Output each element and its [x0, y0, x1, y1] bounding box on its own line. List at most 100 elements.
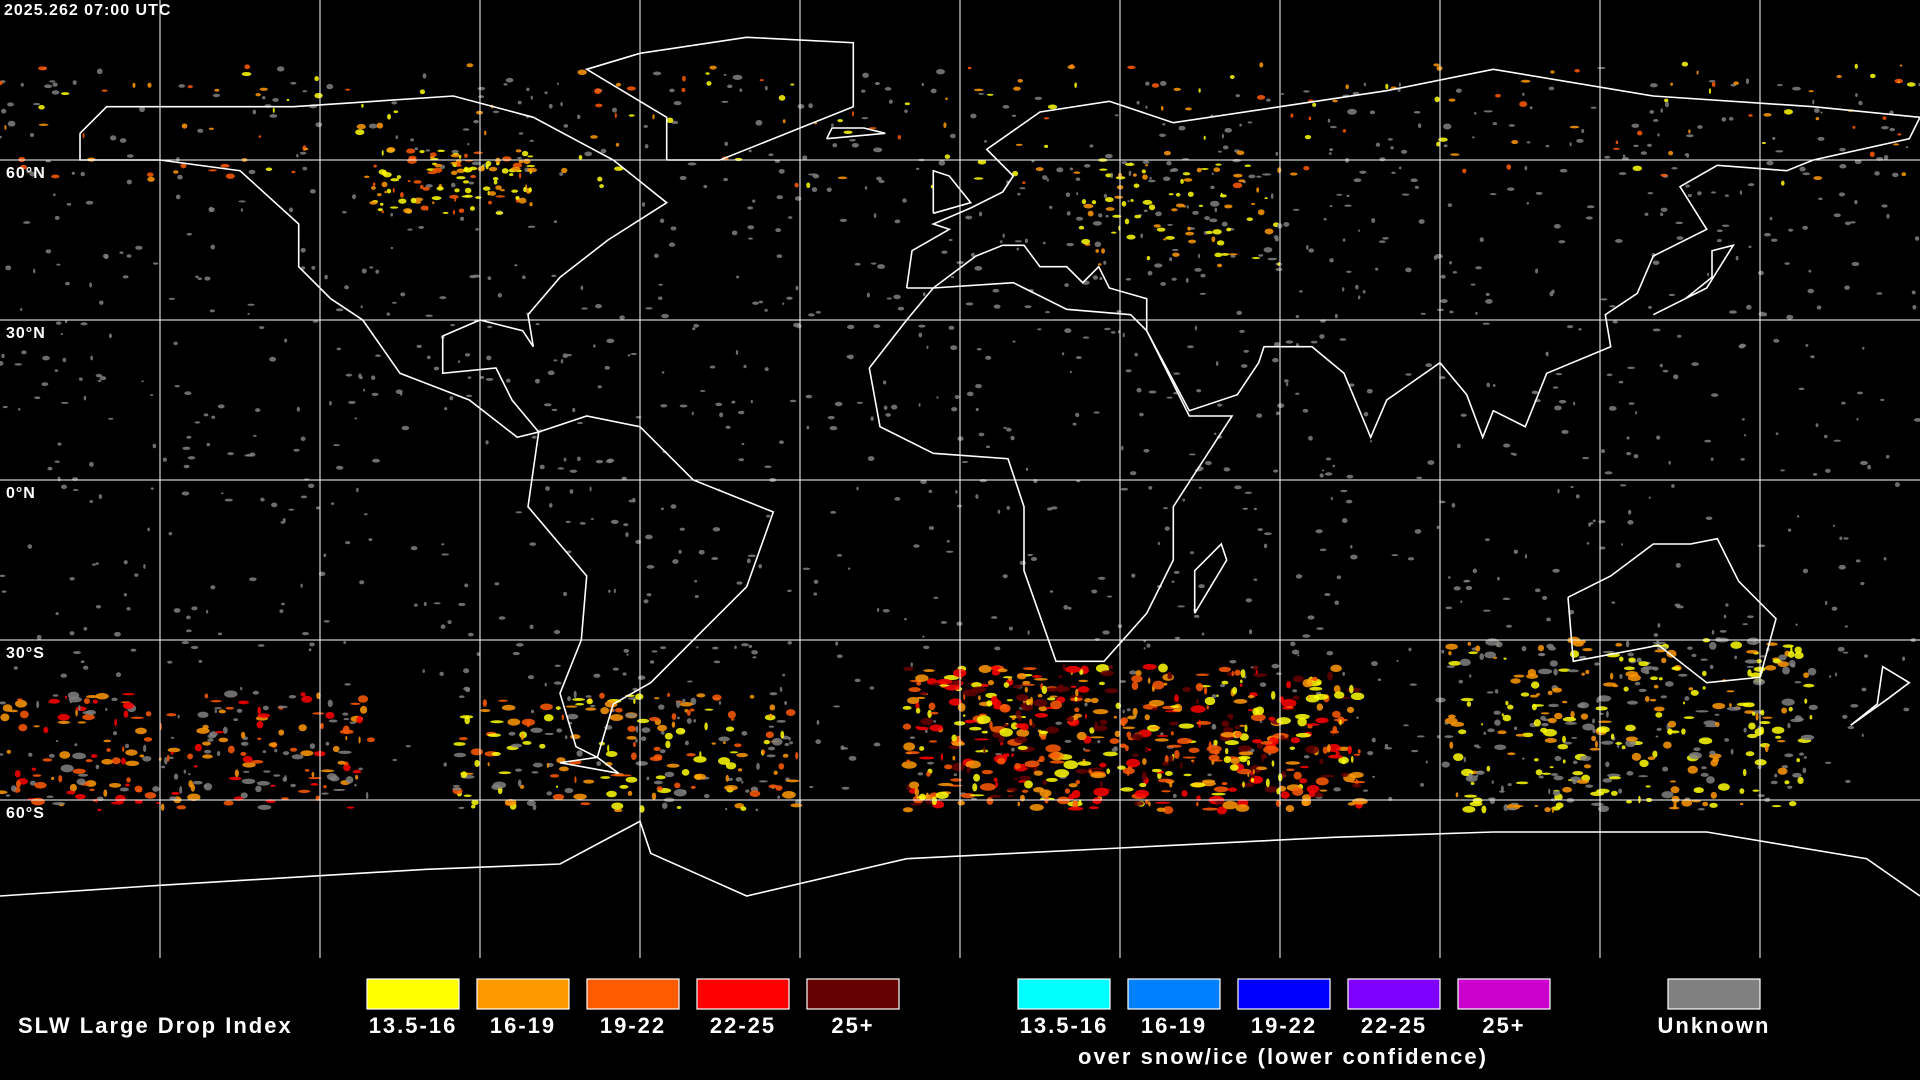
cloud-pixel	[1438, 137, 1448, 142]
cloud-pixel	[1701, 766, 1707, 770]
cloud-pixel	[1054, 769, 1070, 778]
cloud-pixel	[320, 722, 324, 730]
cloud-pixel	[311, 771, 315, 778]
cloud-pixel	[962, 714, 966, 717]
cloud-pixel	[615, 142, 620, 147]
cloud-pixel	[941, 250, 948, 254]
cloud-pixel	[1676, 605, 1684, 609]
cloud-pixel	[330, 502, 335, 505]
cloud-pixel	[861, 89, 866, 93]
cloud-pixel	[218, 709, 226, 714]
cloud-pixel	[1276, 717, 1291, 725]
cloud-pixel	[1127, 65, 1136, 70]
cloud-pixel	[1335, 751, 1340, 756]
cloud-pixel	[1088, 769, 1093, 774]
cloud-pixel	[1312, 676, 1318, 682]
cloud-pixel	[1369, 110, 1376, 115]
cloud-pixel	[83, 626, 88, 631]
cloud-pixel	[464, 583, 469, 588]
cloud-pixel	[1668, 806, 1680, 810]
cloud-pixel	[653, 780, 663, 785]
cloud-pixel	[645, 534, 653, 540]
cloud-pixel	[1662, 766, 1669, 772]
cloud-pixel	[452, 787, 462, 791]
cloud-pixel	[997, 757, 1006, 765]
cloud-pixel	[684, 740, 689, 746]
cloud-pixel	[490, 720, 504, 724]
cloud-pixel	[1342, 287, 1345, 292]
cloud-pixel	[47, 466, 53, 471]
cloud-pixel	[966, 766, 971, 774]
cloud-pixel	[530, 727, 543, 733]
cloud-pixel	[1225, 747, 1229, 755]
cloud-pixel	[352, 769, 362, 774]
cloud-pixel	[910, 802, 922, 806]
cloud-pixel	[447, 620, 452, 625]
cloud-pixel	[1316, 703, 1324, 711]
cloud-pixel	[1203, 135, 1206, 140]
cloud-pixel	[764, 465, 772, 468]
cloud-pixel	[1511, 802, 1519, 805]
cloud-pixel	[1842, 651, 1849, 654]
cloud-pixel	[992, 731, 1002, 738]
cloud-pixel	[1163, 507, 1168, 510]
cloud-pixel	[183, 464, 190, 469]
cloud-pixel	[504, 799, 517, 806]
cloud-pixel	[436, 186, 444, 191]
cloud-pixel	[485, 160, 492, 167]
cloud-pixel	[826, 187, 832, 193]
cloud-pixel	[501, 704, 516, 711]
cloud-pixel	[971, 686, 986, 693]
cloud-pixel	[1224, 740, 1239, 746]
cloud-pixel	[1261, 753, 1267, 760]
cloud-pixel	[843, 130, 853, 135]
cloud-pixel	[1100, 780, 1103, 788]
cloud-pixel	[643, 599, 649, 604]
cloud-pixel	[1547, 717, 1557, 724]
cloud-pixel	[679, 404, 688, 408]
cloud-pixel	[1134, 352, 1138, 357]
cloud-pixel	[180, 163, 187, 169]
cloud-pixel	[125, 749, 138, 756]
cloud-pixel	[1015, 723, 1026, 729]
cloud-pixel	[1076, 192, 1079, 196]
cloud-pixel	[737, 768, 743, 772]
cloud-pixel	[518, 160, 524, 164]
cloud-pixel	[1677, 334, 1682, 338]
cloud-pixel	[381, 210, 384, 214]
cloud-pixel	[1443, 123, 1452, 130]
cloud-pixel	[1349, 771, 1364, 779]
cloud-pixel	[114, 718, 118, 727]
cloud-pixel	[1774, 773, 1778, 778]
cloud-pixel	[363, 513, 368, 516]
cloud-pixel	[75, 706, 87, 712]
cloud-pixel	[1232, 158, 1242, 163]
cloud-pixel	[724, 784, 738, 791]
cloud-pixel	[389, 206, 399, 209]
cloud-pixel	[124, 743, 130, 749]
cloud-pixel	[204, 276, 211, 281]
cloud-pixel	[1688, 751, 1702, 760]
cloud-pixel	[103, 739, 112, 743]
cloud-pixel	[886, 297, 892, 300]
cloud-pixel	[1250, 713, 1266, 722]
cloud-pixel	[928, 740, 938, 743]
cloud-pixel	[386, 312, 390, 316]
cloud-pixel	[410, 197, 417, 204]
cloud-pixel	[1029, 718, 1033, 726]
cloud-pixel	[450, 153, 461, 158]
cloud-pixel	[1131, 733, 1143, 741]
cloud-pixel	[1295, 732, 1311, 738]
cloud-pixel	[586, 698, 593, 705]
cloud-pixel	[89, 788, 95, 792]
cloud-pixel	[1764, 665, 1777, 671]
cloud-pixel	[1024, 305, 1032, 309]
cloud-pixel	[1408, 647, 1412, 652]
cloud-pixel	[1084, 713, 1087, 719]
cloud-pixel	[1598, 520, 1606, 524]
cloud-pixel	[1417, 123, 1422, 129]
cloud-pixel	[656, 786, 663, 792]
cloud-pixel	[57, 442, 62, 446]
cloud-pixel	[392, 301, 397, 304]
cloud-pixel	[168, 532, 173, 536]
